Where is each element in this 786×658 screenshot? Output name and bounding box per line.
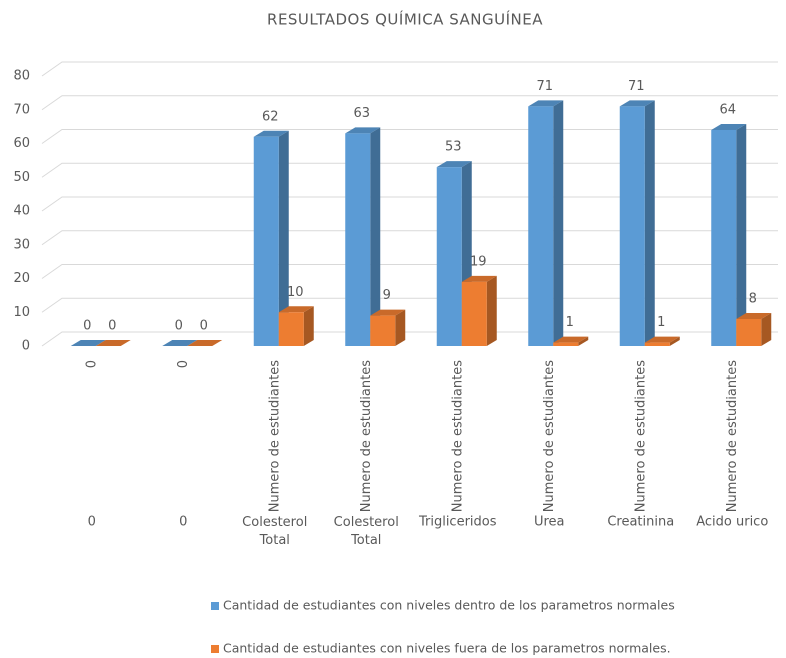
y-tick-label: 60: [13, 136, 30, 151]
bar-top: [644, 336, 680, 343]
data-label: 62: [262, 109, 279, 124]
bar: [278, 312, 304, 346]
bar-side: [370, 127, 381, 346]
bar-top: [70, 340, 106, 346]
bar: [436, 167, 462, 346]
sub-category-label: Numero de estudiantes: [542, 360, 557, 512]
data-label: 63: [353, 106, 370, 121]
bar-top: [162, 340, 198, 346]
y-tick-label: 10: [13, 305, 30, 320]
bar-top: [461, 275, 497, 282]
data-label: 1: [657, 315, 665, 330]
data-label: 64: [719, 103, 736, 118]
x-tick-label-line: Total: [350, 533, 381, 548]
bar: [619, 106, 645, 346]
grid-line: [41, 297, 778, 313]
bar-top: [253, 130, 289, 137]
x-tick-label-line: Colesterol: [242, 515, 307, 530]
data-label: 0: [175, 319, 183, 334]
bar: [345, 133, 371, 346]
bar: [528, 106, 554, 346]
bar-top: [736, 313, 772, 319]
legend-swatch: [211, 645, 219, 653]
bar: [461, 281, 487, 346]
bar-top: [528, 100, 564, 107]
grid-line: [41, 162, 778, 178]
sub-category-label: Numero de estudiantes: [633, 360, 648, 512]
bar-top: [711, 124, 747, 130]
x-tick-label: Trigliceridos: [418, 515, 497, 530]
legend-text: Cantidad de estudiantes con niveles dent…: [223, 598, 675, 613]
grid-line: [41, 196, 778, 212]
data-label: 53: [445, 140, 462, 155]
chart-title: RESULTADOS QUÍMICA SANGUÍNEA: [267, 10, 543, 29]
data-label: 71: [536, 79, 553, 94]
sub-category-label: Numero de estudiantes: [725, 360, 740, 512]
grid-line: [41, 95, 778, 111]
bar-side: [761, 313, 772, 346]
bar-side: [303, 306, 314, 346]
sub-category-label: Numero de estudiantes: [450, 360, 465, 512]
bar-top: [278, 306, 314, 313]
data-label: 0: [108, 319, 116, 334]
sub-category-label: 0: [84, 360, 99, 368]
y-tick-label: 80: [13, 69, 30, 84]
grid-line: [41, 129, 778, 144]
bar-top: [436, 161, 472, 168]
grid-line: [41, 61, 778, 77]
data-label: 9: [383, 288, 391, 303]
grid-line: [41, 264, 778, 279]
bar: [736, 319, 762, 346]
bar-top: [370, 309, 406, 316]
bar: [253, 136, 279, 346]
y-tick-label: 30: [13, 237, 30, 252]
x-tick-label: Acido urico: [696, 515, 768, 530]
x-tick-label-line: Colesterol: [334, 515, 399, 530]
data-label: 71: [628, 79, 645, 94]
data-label: 10: [287, 285, 304, 300]
bar-top: [345, 127, 381, 134]
y-tick-label: 70: [13, 102, 30, 117]
bar: [644, 342, 670, 346]
bar-side: [486, 275, 497, 346]
bar-side: [278, 130, 289, 346]
y-tick-label: 40: [13, 204, 30, 219]
x-tick-label-line: Total: [259, 533, 290, 548]
x-tick-label: Urea: [534, 515, 565, 530]
sub-category-label: Numero de estudiantes: [359, 360, 374, 512]
data-label: 0: [200, 319, 208, 334]
x-tick-label: Colesterol Total: [242, 515, 307, 548]
bar-top: [95, 340, 131, 346]
bar-top: [187, 340, 223, 346]
legend-text: Cantidad de estudiantes con niveles fuer…: [223, 641, 671, 656]
bar: [553, 342, 579, 346]
legend-swatch: [211, 602, 219, 610]
bar-side: [395, 309, 406, 346]
bar-side: [578, 336, 589, 346]
data-label: 19: [470, 254, 487, 269]
x-tick-label: Colesterol Total: [334, 515, 399, 548]
bar: [370, 315, 396, 346]
bar-side: [644, 100, 655, 346]
grid-line: [41, 230, 778, 246]
sub-category-label: Numero de estudiantes: [267, 360, 282, 512]
bar: [711, 130, 737, 346]
data-label: 0: [83, 319, 91, 334]
y-tick-label: 20: [13, 271, 30, 286]
y-tick-label: 0: [22, 339, 30, 354]
data-label: 8: [749, 292, 757, 307]
bar-side: [669, 336, 680, 346]
bar-side: [553, 100, 564, 346]
bar-top: [553, 336, 589, 343]
x-tick-label: Creatinina: [607, 515, 674, 530]
x-tick-label: 0: [88, 515, 96, 530]
y-tick-label: 50: [13, 170, 30, 185]
bar-side: [736, 124, 747, 346]
x-tick-label: 0: [179, 515, 187, 530]
sub-category-label: 0: [176, 360, 191, 368]
bar-top: [619, 100, 655, 107]
data-label: 1: [566, 315, 574, 330]
